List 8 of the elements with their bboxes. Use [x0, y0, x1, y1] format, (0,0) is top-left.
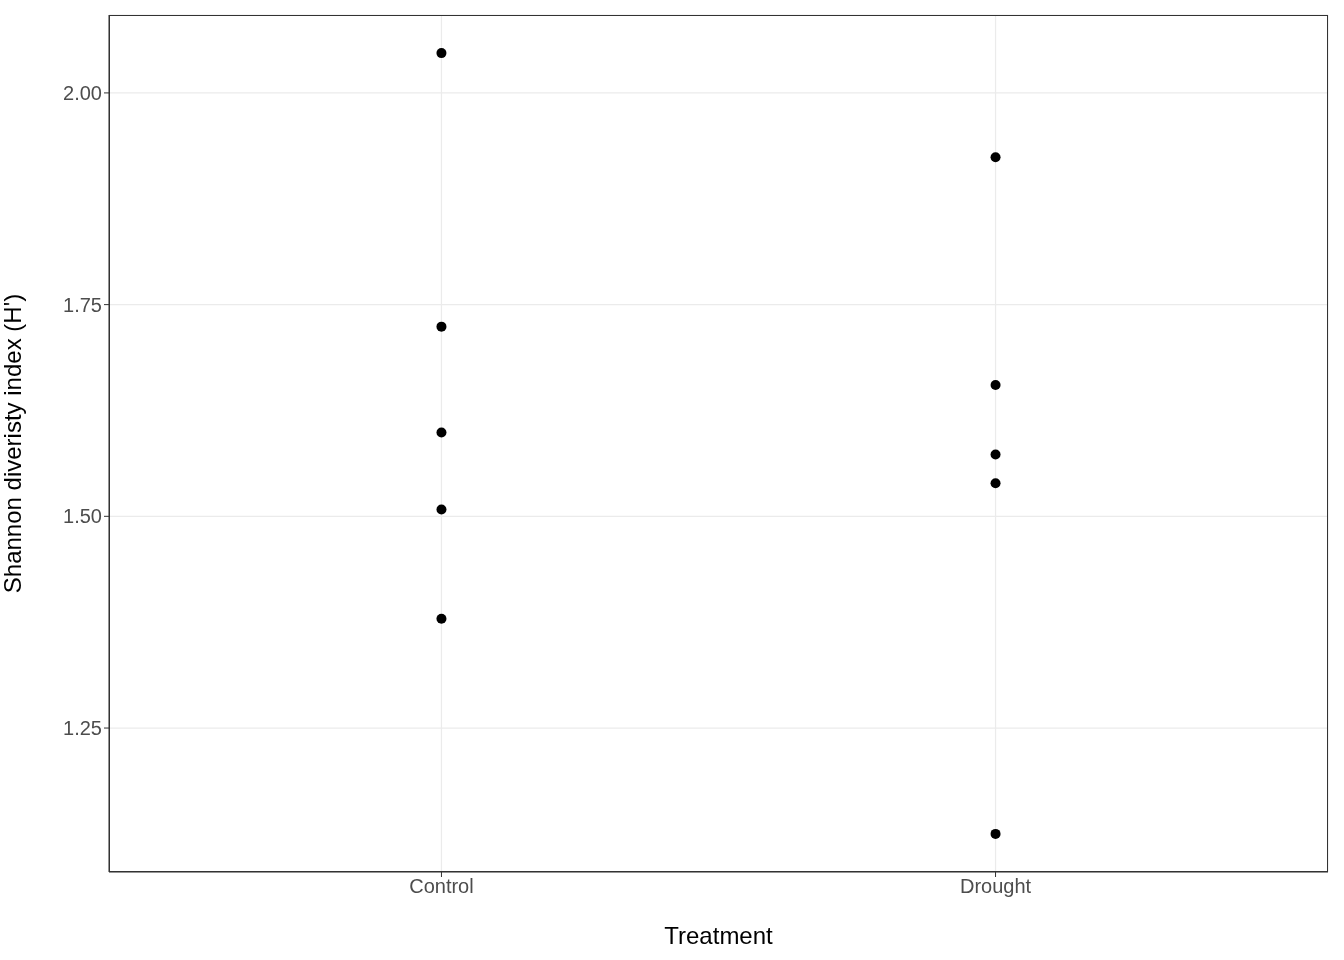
x-axis-title: Treatment [664, 922, 774, 949]
y-tick-label: 2.00 [63, 82, 102, 105]
y-tick-label: 1.50 [63, 505, 102, 528]
y-tick-label: 1.25 [63, 717, 102, 740]
y-tick-label: 1.75 [63, 293, 102, 316]
x-tick-label: Drought [959, 875, 1032, 898]
y-axis-title: Shannon diveristy index (H') [0, 293, 26, 594]
x-tick-label: Control [409, 875, 474, 898]
